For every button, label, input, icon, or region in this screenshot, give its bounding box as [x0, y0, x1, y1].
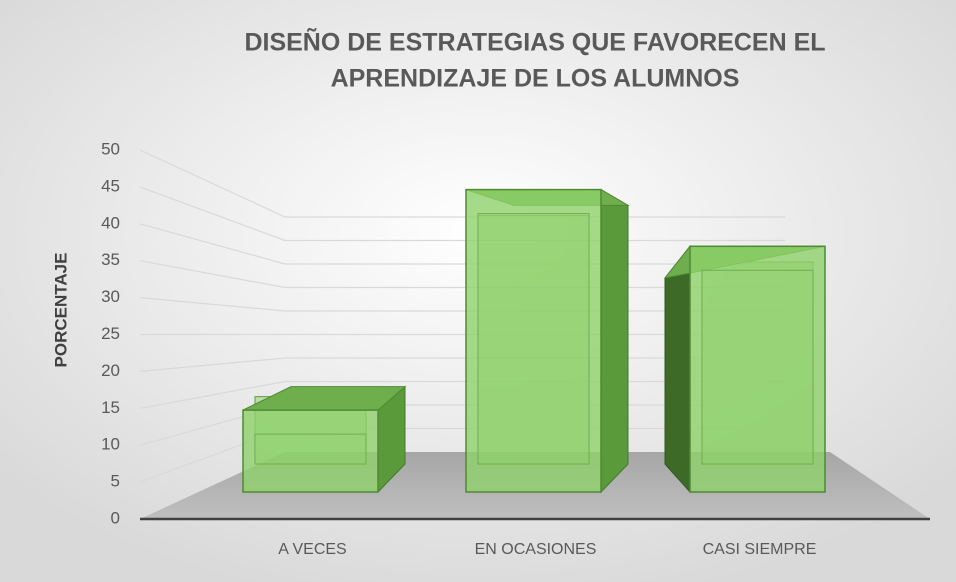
y-axis-title: PORCENTAJE — [51, 253, 70, 368]
x-tick-label: CASI SIEMPRE — [703, 541, 817, 558]
y-tick-label: 50 — [101, 139, 120, 158]
bar-inner — [477, 213, 590, 465]
y-tick-label: 40 — [101, 213, 120, 232]
x-tick-label: EN OCASIONES — [475, 541, 597, 558]
y-tick-label: 20 — [101, 361, 120, 380]
y-tick-label: 5 — [111, 472, 120, 491]
chart-title: DISEÑO DE ESTRATEGIAS QUE FAVORECEN EL — [244, 27, 825, 57]
bar — [242, 409, 379, 493]
y-tick-label: 30 — [101, 287, 120, 306]
y-tick-label: 35 — [101, 250, 120, 269]
y-tick-label: 0 — [111, 508, 120, 527]
y-tick-label: 25 — [101, 324, 120, 343]
bar-side — [664, 244, 691, 494]
x-tick-label: A VECES — [278, 541, 346, 558]
y-tick-label: 10 — [101, 435, 120, 454]
chart-title: APRENDIZAJE DE LOS ALUMNOS — [331, 65, 740, 93]
bar-inner — [701, 269, 814, 465]
bar-side — [600, 188, 629, 494]
bar — [689, 245, 826, 493]
y-tick-label: 45 — [101, 176, 120, 195]
y-tick-label: 15 — [101, 398, 120, 417]
bar-inner — [254, 433, 367, 465]
bar — [465, 188, 602, 493]
